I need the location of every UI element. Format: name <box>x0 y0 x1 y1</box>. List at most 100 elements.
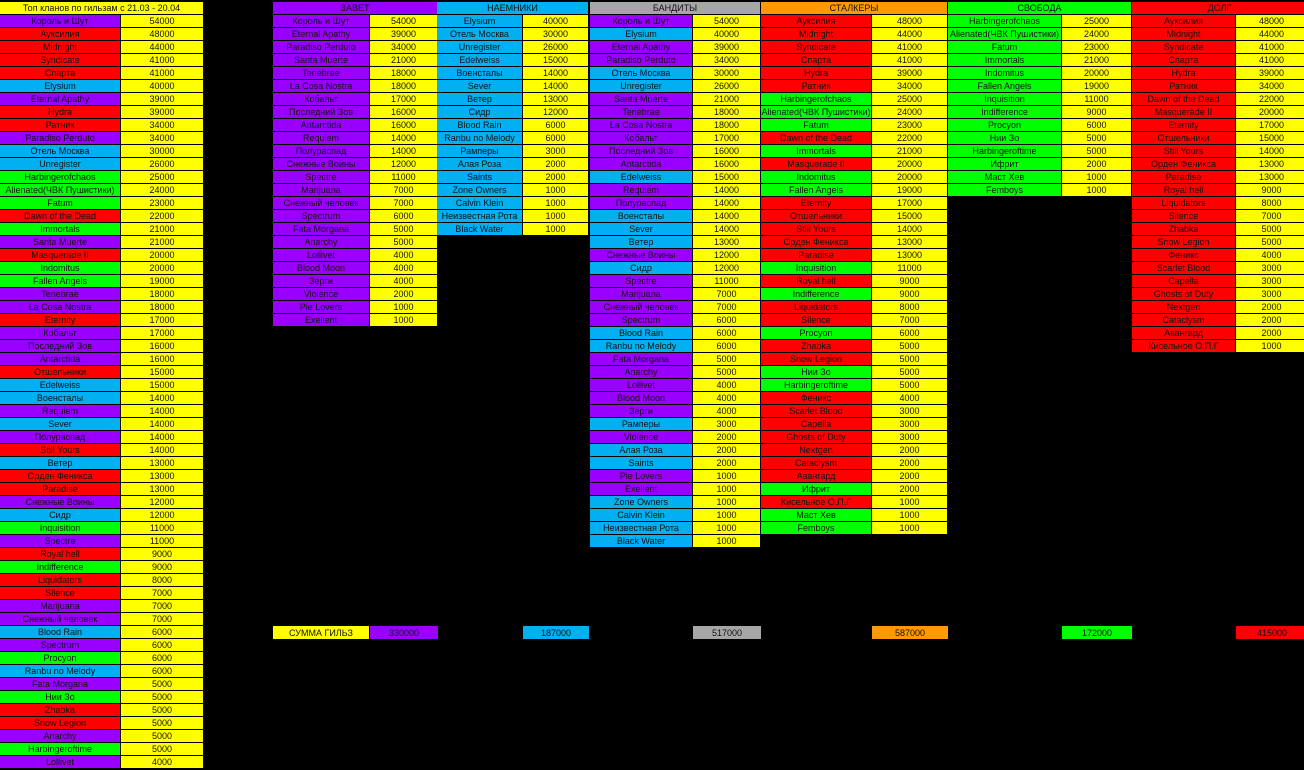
score-cell[interactable]: 6000 <box>693 340 761 353</box>
score-cell[interactable]: 5000 <box>121 743 204 756</box>
score-cell[interactable]: 41000 <box>121 54 204 67</box>
clan-name-cell[interactable]: Liquidators <box>0 574 121 587</box>
sum-label[interactable]: СУММА ГИЛЬЗ <box>273 626 369 639</box>
clan-name-cell[interactable]: Dawn of the Dead <box>761 132 872 145</box>
clan-name-cell[interactable]: Fata Morgana <box>0 678 121 691</box>
clan-name-cell[interactable]: Ратник <box>761 80 872 93</box>
score-cell[interactable]: 21000 <box>872 145 948 158</box>
clan-name-cell[interactable]: Procyon <box>761 327 872 340</box>
score-cell[interactable]: 6000 <box>121 665 204 678</box>
score-cell[interactable]: 25000 <box>872 93 948 106</box>
clan-name-cell[interactable]: Снежные Воины <box>590 249 693 262</box>
clan-name-cell[interactable]: Кобальт <box>590 132 693 145</box>
clan-name-cell[interactable]: Violence <box>590 431 693 444</box>
clan-name-cell[interactable]: Harbingerofchaos <box>761 93 872 106</box>
clan-name-cell[interactable]: Ranbu no Melody <box>590 340 693 353</box>
score-cell[interactable]: 9000 <box>121 548 204 561</box>
clan-name-cell[interactable]: Fatum <box>761 119 872 132</box>
score-cell[interactable]: 13000 <box>121 483 204 496</box>
clan-name-cell[interactable]: Lollivet <box>0 756 121 769</box>
clan-name-cell[interactable]: Последний Зов <box>590 145 693 158</box>
clan-name-cell[interactable]: Calvin Klein <box>437 197 523 210</box>
score-cell[interactable]: 1000 <box>872 509 948 522</box>
clan-name-cell[interactable]: Spectre <box>590 275 693 288</box>
clan-name-cell[interactable]: Неизвестная Рота <box>437 210 523 223</box>
clan-name-cell[interactable]: Ветер <box>437 93 523 106</box>
overall-title[interactable]: Топ кланов по гильзам с 21.03 - 20.04 <box>0 2 204 15</box>
clan-name-cell[interactable]: Снежный человек <box>590 301 693 314</box>
clan-name-cell[interactable]: Зерги <box>273 275 370 288</box>
score-cell[interactable]: 1000 <box>1062 184 1132 197</box>
score-cell[interactable]: 1000 <box>523 197 589 210</box>
clan-name-cell[interactable]: Маст Хев <box>761 509 872 522</box>
clan-name-cell[interactable]: Eternity <box>1132 119 1236 132</box>
score-cell[interactable]: 4000 <box>370 275 438 288</box>
score-cell[interactable]: 4000 <box>370 249 438 262</box>
score-cell[interactable]: 30000 <box>693 67 761 80</box>
clan-name-cell[interactable]: Blood Rain <box>437 119 523 132</box>
clan-name-cell[interactable]: Femboys <box>948 184 1062 197</box>
score-cell[interactable]: 17000 <box>121 314 204 327</box>
score-cell[interactable]: 20000 <box>121 249 204 262</box>
clan-name-cell[interactable]: Отель Москва <box>590 67 693 80</box>
score-cell[interactable]: 3000 <box>872 405 948 418</box>
clan-name-cell[interactable]: Indifference <box>0 561 121 574</box>
score-cell[interactable]: 1000 <box>1236 340 1304 353</box>
score-cell[interactable]: 13000 <box>523 93 589 106</box>
clan-name-cell[interactable]: Unregister <box>437 41 523 54</box>
score-cell[interactable]: 20000 <box>1062 67 1132 80</box>
clan-name-cell[interactable]: Marijuana <box>590 288 693 301</box>
faction-title-dolg[interactable]: ДОЛГ <box>1132 2 1304 15</box>
score-cell[interactable]: 5000 <box>121 704 204 717</box>
clan-name-cell[interactable]: Blood Moon <box>273 262 370 275</box>
clan-name-cell[interactable]: Spectrum <box>0 639 121 652</box>
score-cell[interactable]: 9000 <box>872 288 948 301</box>
clan-name-cell[interactable]: Снежный человек <box>273 197 370 210</box>
score-cell[interactable]: 16000 <box>370 106 438 119</box>
score-cell[interactable]: 34000 <box>1236 80 1304 93</box>
score-cell[interactable]: 54000 <box>693 15 761 28</box>
clan-name-cell[interactable]: Кисельное О.П.Г <box>1132 340 1236 353</box>
clan-name-cell[interactable]: Eternity <box>761 197 872 210</box>
score-cell[interactable]: 3000 <box>1236 275 1304 288</box>
score-cell[interactable]: 18000 <box>121 288 204 301</box>
score-cell[interactable]: 1000 <box>1062 171 1132 184</box>
clan-name-cell[interactable]: Авангард <box>1132 327 1236 340</box>
score-cell[interactable]: 5000 <box>121 691 204 704</box>
clan-name-cell[interactable]: Anarchy <box>590 366 693 379</box>
clan-name-cell[interactable]: Alienated(ЧВК Пушистики) <box>948 28 1062 41</box>
clan-name-cell[interactable]: Masquerade II <box>761 158 872 171</box>
clan-name-cell[interactable]: Paradiso Perduto <box>0 132 121 145</box>
score-cell[interactable]: 2000 <box>693 444 761 457</box>
clan-name-cell[interactable]: Femboys <box>761 522 872 535</box>
clan-name-cell[interactable]: Pie Lovers <box>590 470 693 483</box>
score-cell[interactable]: 11000 <box>121 535 204 548</box>
score-cell[interactable]: 4000 <box>693 392 761 405</box>
clan-name-cell[interactable]: Ауксилия <box>1132 15 1236 28</box>
clan-name-cell[interactable]: Midnight <box>0 41 121 54</box>
clan-name-cell[interactable]: Сидр <box>0 509 121 522</box>
score-cell[interactable]: 21000 <box>693 93 761 106</box>
score-cell[interactable]: 7000 <box>370 184 438 197</box>
clan-name-cell[interactable]: Snow Legion <box>0 717 121 730</box>
score-cell[interactable]: 14000 <box>121 418 204 431</box>
clan-name-cell[interactable]: Маст Хев <box>948 171 1062 184</box>
clan-name-cell[interactable]: Unregister <box>0 158 121 171</box>
score-cell[interactable]: 6000 <box>370 210 438 223</box>
clan-name-cell[interactable]: Harbingeroftime <box>761 379 872 392</box>
clan-name-cell[interactable]: Edelweiss <box>0 379 121 392</box>
score-cell[interactable]: 17000 <box>121 327 204 340</box>
score-cell[interactable]: 6000 <box>872 327 948 340</box>
clan-name-cell[interactable]: Ифрит <box>761 483 872 496</box>
clan-name-cell[interactable]: Paradise <box>0 483 121 496</box>
score-cell[interactable]: 4000 <box>370 262 438 275</box>
clan-name-cell[interactable]: Eternal Apathy <box>590 41 693 54</box>
score-cell[interactable]: 15000 <box>1236 132 1304 145</box>
score-cell[interactable]: 17000 <box>1236 119 1304 132</box>
faction-title-naemniki[interactable]: НАЕМНИКИ <box>437 2 589 15</box>
score-cell[interactable]: 20000 <box>872 171 948 184</box>
clan-name-cell[interactable]: Fatum <box>0 197 121 210</box>
score-cell[interactable]: 22000 <box>872 132 948 145</box>
clan-name-cell[interactable]: La Cosa Nostra <box>0 301 121 314</box>
clan-name-cell[interactable]: Immortals <box>0 223 121 236</box>
